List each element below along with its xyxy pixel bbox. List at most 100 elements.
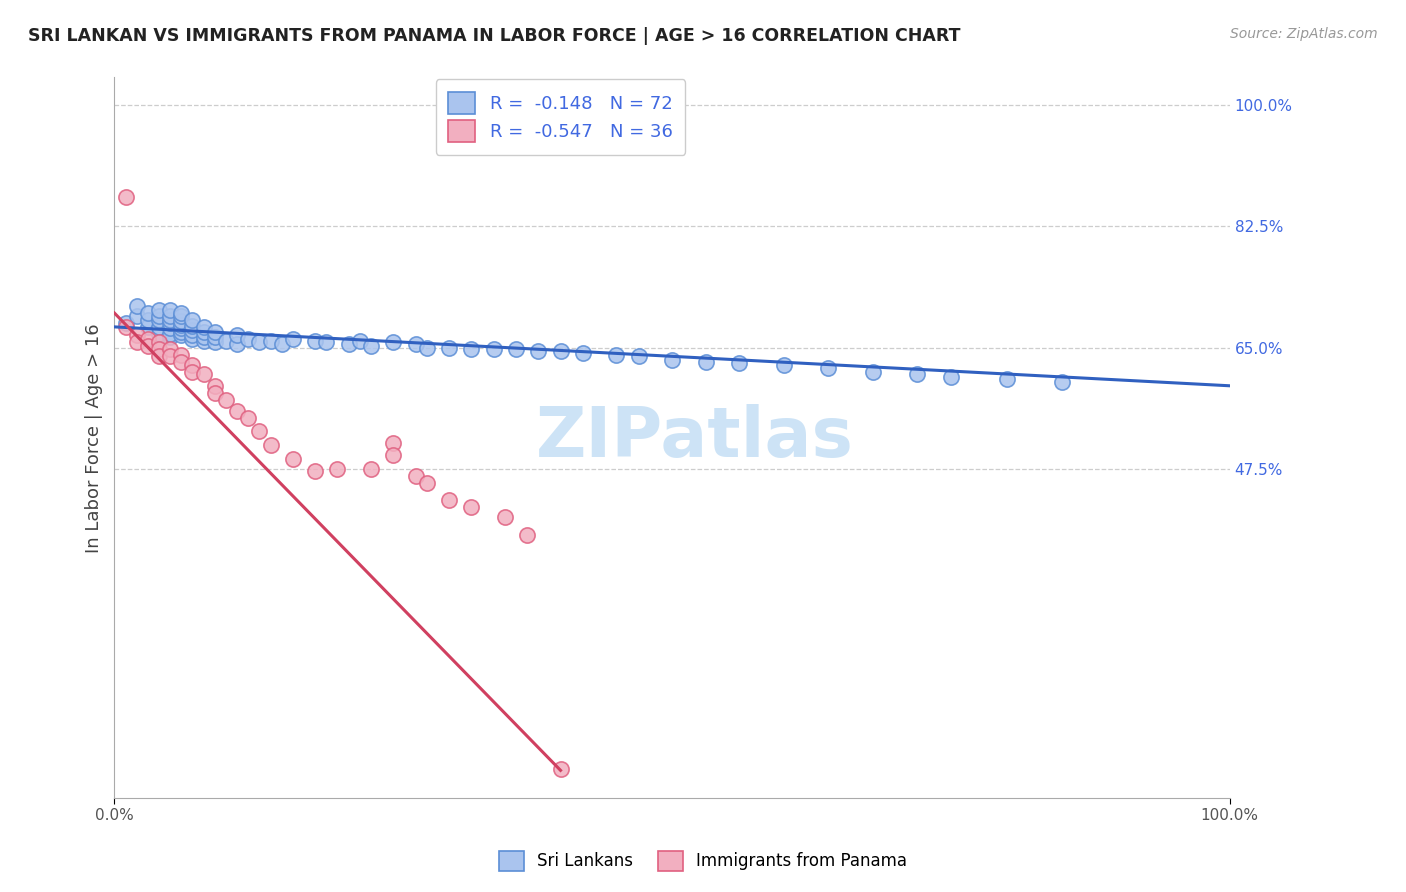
Point	[181, 365, 204, 379]
Point	[605, 348, 627, 362]
Point	[415, 475, 437, 490]
Point	[170, 348, 193, 362]
Point	[304, 334, 326, 348]
Point	[460, 500, 482, 514]
Point	[572, 346, 595, 360]
Point	[382, 436, 405, 450]
Point	[159, 317, 181, 331]
Point	[170, 306, 193, 320]
Text: Source: ZipAtlas.com: Source: ZipAtlas.com	[1230, 27, 1378, 41]
Point	[193, 367, 215, 381]
Point	[661, 353, 683, 368]
Point	[148, 342, 170, 356]
Text: SRI LANKAN VS IMMIGRANTS FROM PANAMA IN LABOR FORCE | AGE > 16 CORRELATION CHART: SRI LANKAN VS IMMIGRANTS FROM PANAMA IN …	[28, 27, 960, 45]
Point	[114, 317, 136, 331]
Point	[159, 342, 181, 356]
Point	[114, 189, 136, 203]
Y-axis label: In Labor Force | Age > 16: In Labor Force | Age > 16	[86, 323, 103, 552]
Point	[772, 358, 794, 372]
Point	[215, 334, 238, 348]
Point	[405, 337, 427, 351]
Point	[226, 337, 249, 351]
Point	[259, 334, 281, 348]
Point	[437, 493, 460, 508]
Point	[527, 344, 550, 359]
Point	[114, 319, 136, 334]
Point	[337, 337, 360, 351]
Point	[136, 339, 159, 353]
Point	[170, 354, 193, 368]
Point	[315, 335, 337, 350]
Point	[125, 299, 148, 313]
Point	[125, 335, 148, 350]
Point	[181, 318, 204, 333]
Point	[181, 323, 204, 337]
Point	[281, 332, 304, 346]
Point	[181, 358, 204, 372]
Point	[226, 328, 249, 343]
Point	[148, 335, 170, 350]
Point	[159, 310, 181, 324]
Point	[159, 349, 181, 363]
Point	[247, 335, 270, 350]
Point	[907, 367, 929, 381]
Point	[148, 319, 170, 334]
Point	[550, 762, 572, 776]
Point	[170, 321, 193, 335]
Point	[159, 326, 181, 341]
Point	[1052, 376, 1074, 390]
Point	[360, 462, 382, 476]
Point	[204, 330, 226, 344]
Point	[193, 326, 215, 340]
Point	[148, 313, 170, 327]
Point	[181, 332, 204, 346]
Point	[326, 462, 349, 476]
Point	[505, 342, 527, 356]
Point	[193, 319, 215, 334]
Point	[247, 424, 270, 438]
Point	[181, 313, 204, 327]
Point	[817, 361, 839, 376]
Point	[437, 341, 460, 355]
Point	[136, 319, 159, 334]
Point	[460, 342, 482, 356]
Legend: Sri Lankans, Immigrants from Panama: Sri Lankans, Immigrants from Panama	[491, 842, 915, 880]
Point	[482, 342, 505, 356]
Point	[259, 438, 281, 452]
Point	[516, 528, 538, 542]
Point	[170, 310, 193, 324]
Point	[193, 329, 215, 343]
Point	[939, 369, 962, 384]
Point	[494, 510, 516, 524]
Point	[170, 314, 193, 328]
Point	[148, 310, 170, 324]
Point	[125, 310, 148, 324]
Point	[136, 306, 159, 320]
Point	[159, 330, 181, 344]
Point	[159, 302, 181, 317]
Point	[204, 385, 226, 400]
Point	[193, 334, 215, 348]
Point	[136, 332, 159, 346]
Point	[270, 337, 292, 351]
Point	[862, 365, 884, 379]
Point	[204, 378, 226, 392]
Point	[204, 335, 226, 350]
Point	[170, 318, 193, 332]
Point	[415, 341, 437, 355]
Point	[170, 326, 193, 340]
Point	[349, 334, 371, 348]
Point	[148, 302, 170, 317]
Point	[181, 328, 204, 343]
Point	[550, 344, 572, 359]
Point	[382, 448, 405, 462]
Point	[382, 335, 405, 350]
Point	[304, 464, 326, 478]
Point	[360, 339, 382, 353]
Point	[238, 411, 260, 425]
Legend: R =  -0.148   N = 72, R =  -0.547   N = 36: R = -0.148 N = 72, R = -0.547 N = 36	[436, 79, 685, 155]
Point	[159, 313, 181, 327]
Point	[995, 372, 1018, 386]
Point	[238, 332, 260, 346]
Point	[204, 326, 226, 340]
